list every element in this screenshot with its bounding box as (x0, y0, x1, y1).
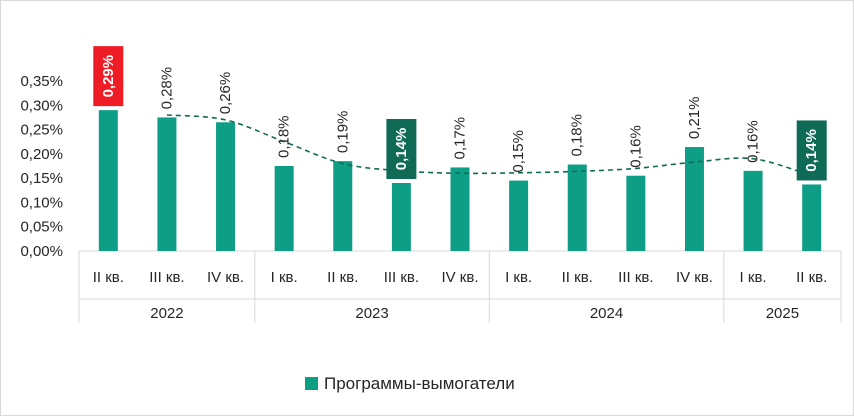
x-tick-label: II кв. (562, 269, 593, 286)
bar (509, 180, 529, 251)
data-label: 0,29% (100, 55, 117, 98)
x-tick-label: I кв. (271, 269, 298, 286)
data-label: 0,19% (334, 111, 351, 154)
data-label: 0,14% (803, 129, 820, 172)
x-tick-label: IV кв. (207, 269, 244, 286)
x-tick-label: III кв. (618, 269, 653, 286)
bar (98, 110, 118, 252)
x-tick-label: II кв. (327, 269, 358, 286)
bar (274, 166, 294, 251)
labels-layer: 0,29% 0,28% 0,26% 0,18% 0,19% 0,14% 0,17% 0,15%… (93, 46, 827, 181)
x-tick-label: IV кв. (441, 269, 478, 286)
data-label: 0,16% (627, 125, 644, 168)
bar (684, 147, 704, 251)
bar (626, 175, 646, 251)
bar (567, 164, 587, 251)
y-tick-label: 0,20% (20, 146, 63, 163)
legend-swatch (305, 377, 318, 390)
trend-line (166, 114, 812, 177)
x-tick-label: III кв. (149, 269, 184, 286)
x-tick-label: II кв. (796, 269, 827, 286)
data-label: 0,21% (686, 97, 703, 140)
bar (450, 167, 470, 251)
x-tick-label: III кв. (384, 269, 419, 286)
data-label-box (93, 46, 124, 107)
bar (333, 161, 353, 251)
year-label: 2024 (590, 305, 623, 322)
bar (216, 122, 236, 252)
bar (743, 170, 763, 251)
bar (802, 184, 822, 251)
data-label: 0,14% (393, 128, 410, 171)
x-tick-label: IV кв. (676, 269, 713, 286)
y-tick-label: 0,10% (20, 194, 63, 211)
year-label: 2023 (355, 305, 388, 322)
legend-label: Программы-вымогатели (324, 374, 515, 393)
bar (391, 183, 411, 251)
data-label-box (796, 120, 827, 181)
data-label: 0,28% (158, 67, 175, 110)
data-label: 0,18% (569, 114, 586, 157)
data-label: 0,18% (276, 115, 293, 158)
x-tick-label: I кв. (505, 269, 532, 286)
y-tick-label: 0,25% (20, 122, 63, 139)
axis-layer: 0,00% 0,05% 0,10% 0,15% 0,20% 0,25% 0,30% 0,35%… (20, 73, 842, 323)
year-label: 2022 (150, 305, 183, 322)
y-tick-label: 0,15% (20, 170, 63, 187)
data-label-box (386, 119, 417, 179)
data-label: 0,15% (510, 130, 527, 173)
trend-layer (166, 114, 812, 177)
y-tick-label: 0,05% (20, 219, 63, 236)
x-tick-label: I кв. (740, 269, 767, 286)
bar (157, 117, 177, 251)
data-label: 0,17% (452, 117, 469, 160)
year-label: 2025 (766, 305, 799, 322)
y-tick-label: 0,30% (20, 97, 63, 114)
data-label: 0,16% (745, 120, 762, 163)
legend: Программы-вымогатели (305, 374, 515, 393)
data-label: 0,26% (217, 72, 234, 115)
y-tick-label: 0,35% (20, 73, 63, 90)
x-tick-label: II кв. (93, 269, 124, 286)
bars-layer (98, 110, 822, 252)
y-tick-label: 0,00% (20, 243, 63, 260)
